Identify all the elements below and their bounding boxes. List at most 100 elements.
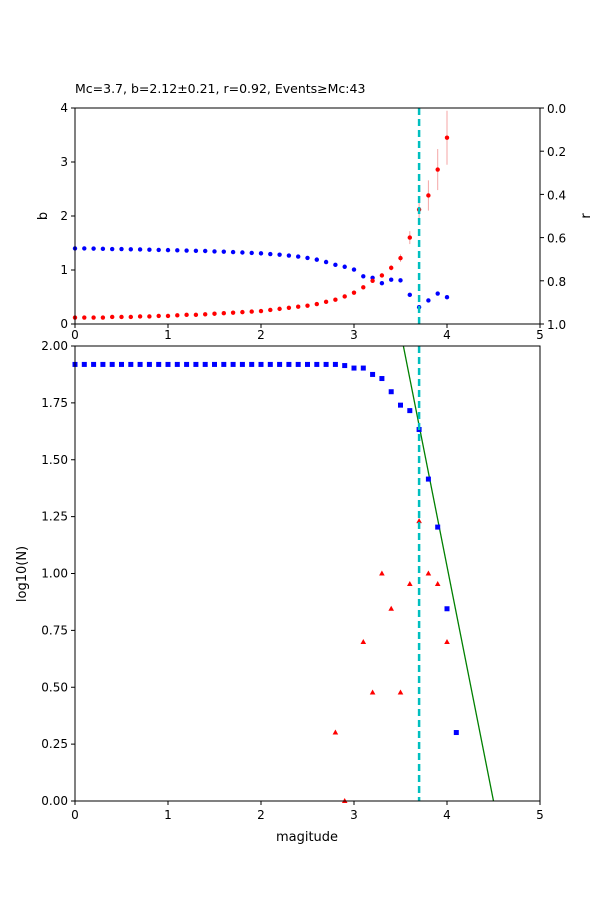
b-point	[128, 314, 133, 320]
gr-fit-line	[402, 346, 495, 801]
cumulative-point	[221, 361, 227, 367]
incremental-point	[425, 570, 432, 576]
bottom-y-tick-label: 1.50	[41, 453, 68, 467]
r-point	[184, 248, 189, 253]
bottom-x-tick-label: 4	[443, 808, 451, 822]
bottom-y-tick-label: 0.50	[41, 680, 68, 694]
r-point	[100, 246, 106, 252]
cumulative-point	[342, 363, 348, 369]
b-point	[212, 311, 217, 316]
b-point	[268, 307, 273, 313]
cumulative-point	[305, 361, 310, 367]
top-right-tick-label: 0.0	[547, 102, 566, 116]
top-chart-title: Mc=3.7, b=2.12±0.21, r=0.92, Events≥Mc:4…	[75, 81, 365, 96]
bottom-y-tick-label: 2.00	[41, 339, 68, 353]
b-point	[240, 309, 245, 315]
b-point	[323, 299, 329, 305]
incremental-point	[360, 638, 367, 644]
cumulative-point	[249, 361, 255, 367]
b-point	[333, 297, 338, 302]
bottom-y-tick-label: 0.75	[41, 623, 68, 637]
bottom-y-tick-label: 0.25	[41, 737, 68, 751]
top-x-tick-label: 5	[536, 328, 544, 342]
cumulative-point	[156, 361, 162, 367]
cumulative-point	[146, 361, 152, 367]
r-point	[277, 252, 282, 257]
top-right-tick-label: 1.0	[547, 318, 566, 332]
bottom-y-tick-label: 1.75	[41, 396, 68, 410]
incremental-point	[416, 518, 422, 524]
r-point	[435, 291, 440, 296]
top-right-tick-label: 0.6	[547, 232, 566, 246]
b-point	[82, 315, 87, 320]
top-y-tick-label: 2	[60, 209, 68, 223]
bottom-x-tick-label: 0	[71, 808, 79, 822]
cumulative-point	[81, 361, 87, 367]
b-point	[379, 273, 385, 278]
r-point	[426, 298, 431, 303]
r-point	[221, 249, 226, 254]
incremental-point	[369, 689, 376, 695]
cumulative-point	[230, 361, 236, 367]
cumulative-point	[137, 361, 143, 367]
b-point	[398, 255, 403, 261]
incremental-point	[444, 638, 450, 644]
cumulative-point	[184, 361, 190, 367]
r-point	[407, 292, 412, 298]
r-point	[212, 249, 217, 254]
bottom-y-tick-label: 0.00	[41, 794, 68, 808]
bottom-x-tick-label: 1	[164, 808, 172, 822]
cumulative-point	[351, 365, 357, 371]
bottom-panel: 0 1 2 3 4 5 0.00 0.25 0.50 0.75 1.00 1.25 1.50 1.75 2.…	[15, 339, 544, 845]
bottom-y-axis-label: log10(N)	[15, 546, 30, 602]
cumulative-point	[193, 361, 199, 367]
r-point	[333, 262, 338, 268]
bottom-x-tick-label: 2	[257, 808, 265, 822]
cumulative-point	[323, 361, 329, 367]
r-point	[249, 250, 254, 256]
b-point	[230, 310, 236, 315]
bottom-x-axis-label: magitude	[276, 830, 338, 845]
incremental-point	[397, 689, 404, 695]
r-point	[444, 295, 450, 300]
cumulative-point	[119, 361, 124, 367]
top-right-tick-label: 0.8	[547, 275, 566, 289]
cumulative-point	[202, 361, 208, 367]
r-point	[342, 264, 347, 269]
top-x-tick-label: 0	[71, 328, 79, 342]
b-point	[137, 314, 143, 319]
cumulative-point	[332, 361, 338, 367]
cumulative-point	[379, 376, 385, 382]
cumulative-point	[91, 361, 97, 367]
cumulative-point	[425, 476, 431, 482]
cumulative-point	[174, 361, 180, 367]
incremental-point	[434, 580, 441, 586]
b-point	[305, 303, 310, 308]
cumulative-point	[398, 402, 403, 408]
b-point	[249, 309, 254, 314]
incremental-point	[388, 605, 394, 611]
r-point	[82, 246, 87, 251]
cumulative-point	[453, 730, 459, 736]
cumulative-point	[435, 524, 441, 530]
r-point	[240, 250, 245, 255]
top-y-tick-label: 1	[60, 263, 68, 277]
cumulative-point	[314, 361, 320, 367]
r-point	[305, 255, 310, 261]
r-point	[370, 275, 375, 280]
b-point	[277, 306, 282, 312]
b-point	[407, 235, 412, 240]
incremental-point	[332, 729, 339, 735]
r-point	[128, 247, 133, 252]
b-point	[100, 315, 106, 320]
b-point	[193, 312, 199, 318]
top-plot-frame	[74, 107, 541, 325]
r-point	[147, 247, 152, 252]
top-right-tick-label: 0.2	[547, 145, 566, 159]
bottom-x-tick-label: 3	[350, 808, 358, 822]
r-point	[398, 278, 403, 283]
b-point	[119, 314, 124, 320]
cumulative-point	[360, 365, 366, 371]
cumulative-point	[212, 361, 217, 367]
cumulative-point	[444, 606, 450, 612]
